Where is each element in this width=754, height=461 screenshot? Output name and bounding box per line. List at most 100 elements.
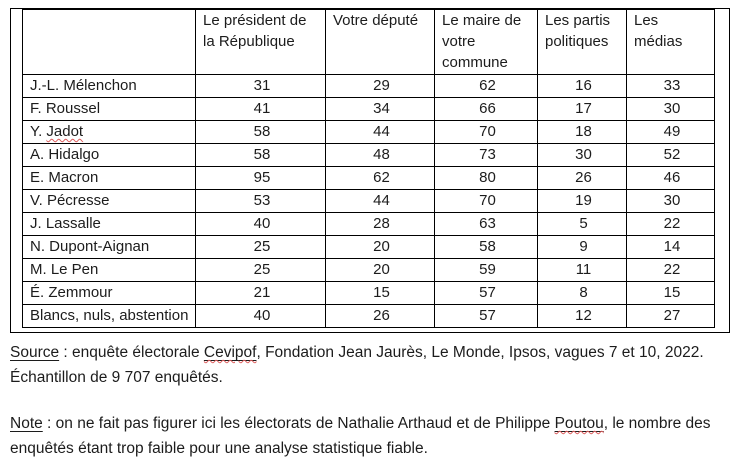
source-paragraph: Source : enquête électorale Cevipof, Fon… (10, 340, 752, 390)
value-cell: 57 (434, 281, 538, 305)
value-cell: 49 (626, 120, 715, 144)
value-cell: 11 (537, 258, 627, 282)
value-cell: 25 (195, 235, 326, 259)
table-row-macron: E. Macron 95 62 80 26 46 (22, 166, 715, 190)
candidate-name: A. Hidalgo (22, 143, 196, 167)
value-cell: 62 (325, 166, 435, 190)
value-cell: 20 (325, 258, 435, 282)
value-cell: 22 (626, 258, 715, 282)
value-cell: 28 (325, 212, 435, 236)
value-cell: 31 (195, 74, 326, 98)
table-frame: Le président de la République Votre dépu… (10, 8, 730, 333)
table-row-melenchon: J.-L. Mélenchon 31 29 62 16 33 (22, 74, 715, 98)
value-cell: 27 (626, 304, 715, 328)
candidate-name: J. Lassalle (22, 212, 196, 236)
header-row: Le président de la République Votre dépu… (22, 9, 715, 75)
value-cell: 66 (434, 97, 538, 121)
header-medias: Les médias (626, 9, 715, 75)
value-cell: 17 (537, 97, 627, 121)
value-cell: 12 (537, 304, 627, 328)
value-cell: 70 (434, 189, 538, 213)
table-row-le-pen: M. Le Pen 25 20 59 11 22 (22, 258, 715, 282)
table-row-roussel: F. Roussel 41 34 66 17 30 (22, 97, 715, 121)
value-cell: 18 (537, 120, 627, 144)
value-cell: 9 (537, 235, 627, 259)
value-cell: 52 (626, 143, 715, 167)
candidate-name: E. Macron (22, 166, 196, 190)
value-cell: 44 (325, 189, 435, 213)
candidate-name: J.-L. Mélenchon (22, 74, 196, 98)
value-cell: 95 (195, 166, 326, 190)
value-cell: 25 (195, 258, 326, 282)
value-cell: 16 (537, 74, 627, 98)
value-cell: 5 (537, 212, 627, 236)
value-cell: 40 (195, 304, 326, 328)
value-cell: 58 (434, 235, 538, 259)
row-label: Blancs, nuls, abstention (22, 304, 196, 328)
misspelled-word: Jadot (46, 123, 84, 140)
candidate-name: N. Dupont-Aignan (22, 235, 196, 259)
value-cell: 58 (195, 143, 326, 167)
source-label: Source (10, 344, 60, 361)
value-cell: 63 (434, 212, 538, 236)
table-row-lassalle: J. Lassalle 40 28 63 5 22 (22, 212, 715, 236)
source-text-rest: , Fondation Jean Jaurès, Le Monde, Ipsos… (10, 344, 704, 386)
value-cell: 34 (325, 97, 435, 121)
value-cell: 44 (325, 120, 435, 144)
value-cell: 62 (434, 74, 538, 98)
note-poutou: Poutou (555, 415, 604, 432)
header-president: Le président de la République (195, 9, 326, 75)
value-cell: 22 (626, 212, 715, 236)
value-cell: 57 (434, 304, 538, 328)
value-cell: 14 (626, 235, 715, 259)
value-cell: 15 (626, 281, 715, 305)
misspelled-word: Poutou (554, 415, 604, 432)
value-cell: 80 (434, 166, 538, 190)
value-cell: 58 (195, 120, 326, 144)
header-maire: Le maire de votre commune (434, 9, 538, 75)
candidate-name: F. Roussel (22, 97, 196, 121)
confidence-table: Le président de la République Votre dépu… (22, 9, 715, 328)
value-cell: 21 (195, 281, 326, 305)
value-cell: 26 (325, 304, 435, 328)
value-cell: 33 (626, 74, 715, 98)
value-cell: 30 (626, 189, 715, 213)
value-cell: 70 (434, 120, 538, 144)
value-cell: 30 (537, 143, 627, 167)
value-cell: 26 (537, 166, 627, 190)
value-cell: 41 (195, 97, 326, 121)
table-row-dupont-aignan: N. Dupont-Aignan 25 20 58 9 14 (22, 235, 715, 259)
header-partis: Les partis politiques (537, 9, 627, 75)
candidate-name: É. Zemmour (22, 281, 196, 305)
table-row-hidalgo: A. Hidalgo 58 48 73 30 52 (22, 143, 715, 167)
value-cell: 40 (195, 212, 326, 236)
table-row-zemmour: É. Zemmour 21 15 57 8 15 (22, 281, 715, 305)
value-cell: 15 (325, 281, 435, 305)
value-cell: 59 (434, 258, 538, 282)
header-depute: Votre député (325, 9, 435, 75)
name-prefix: Y. (30, 123, 47, 140)
value-cell: 8 (537, 281, 627, 305)
table-row-jadot: Y. Jadot 58 44 70 18 49 (22, 120, 715, 144)
note-paragraph: Note : on ne fait pas figurer ici les él… (10, 411, 752, 461)
source-text-pre: : enquête électorale (59, 344, 204, 361)
misspelled-word: Cevipof (203, 344, 257, 361)
value-cell: 30 (626, 97, 715, 121)
table-row-blancs-nuls: Blancs, nuls, abstention 40 26 57 12 27 (22, 304, 715, 328)
value-cell: 48 (325, 143, 435, 167)
table-row-pecresse: V. Pécresse 53 44 70 19 30 (22, 189, 715, 213)
candidate-name: V. Pécresse (22, 189, 196, 213)
note-label: Note (10, 415, 43, 432)
value-cell: 19 (537, 189, 627, 213)
header-empty-cell (22, 9, 196, 75)
note-text-pre: : on ne fait pas figurer ici les élector… (42, 415, 555, 432)
value-cell: 73 (434, 143, 538, 167)
candidate-name: Y. Jadot (22, 120, 196, 144)
value-cell: 20 (325, 235, 435, 259)
source-cevipof: Cevipof (204, 344, 257, 361)
value-cell: 53 (195, 189, 326, 213)
value-cell: 29 (325, 74, 435, 98)
candidate-name: M. Le Pen (22, 258, 196, 282)
value-cell: 46 (626, 166, 715, 190)
